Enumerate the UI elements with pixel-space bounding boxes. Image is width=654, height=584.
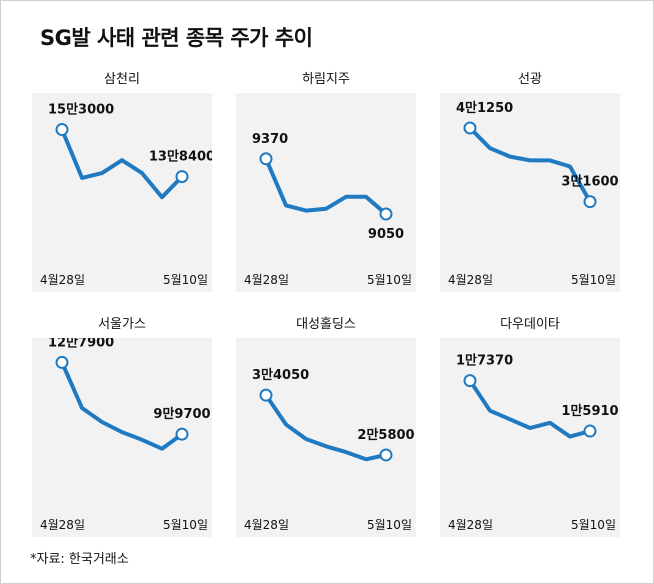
price-line bbox=[468, 378, 592, 439]
start-point bbox=[259, 152, 273, 166]
stock-panel: 9370 9050 4월28일 5월10일 하림지주 bbox=[236, 67, 416, 292]
start-value-label: 1만7370 bbox=[456, 353, 513, 369]
x-tick-label: 4월28일 bbox=[40, 273, 85, 287]
panel-title: 서울가스 bbox=[32, 312, 212, 338]
stock-panel: 15만3000 13만8400 4월28일 5월10일 삼천리 bbox=[32, 67, 212, 292]
x-tick-label: 5월10일 bbox=[367, 273, 412, 287]
panel-title: 다우데이타 bbox=[440, 312, 620, 338]
end-value-label: 13만8400 bbox=[149, 149, 212, 165]
x-tick-label: 4월28일 bbox=[448, 518, 493, 532]
line-chart: 1만7370 1만5910 4월28일 5월10일 bbox=[448, 353, 619, 532]
start-value-label: 3만4050 bbox=[252, 367, 309, 383]
page-title: SG발 사태 관련 종목 주가 추이 bbox=[40, 26, 313, 50]
line-chart: 3만4050 2만5800 4월28일 5월10일 bbox=[244, 367, 415, 532]
x-tick-label: 5월10일 bbox=[571, 273, 616, 287]
panel-title: 선광 bbox=[440, 67, 620, 93]
line-chart: 12만7900 9만9700 4월28일 5월10일 bbox=[40, 334, 211, 532]
end-point bbox=[175, 427, 189, 441]
end-point bbox=[379, 448, 393, 462]
end-point bbox=[175, 170, 189, 184]
line-chart: 9370 9050 4월28일 5월10일 bbox=[244, 132, 412, 287]
end-value-label: 9050 bbox=[368, 227, 404, 242]
price-line bbox=[264, 156, 388, 216]
end-value-label: 3만1600 bbox=[561, 174, 618, 190]
start-value-label: 9370 bbox=[252, 132, 288, 147]
end-value-label: 9만9700 bbox=[153, 406, 210, 422]
line-chart: 15만3000 13만8400 4월28일 5월10일 bbox=[40, 102, 212, 287]
start-point bbox=[259, 388, 273, 402]
panel-title: 하림지주 bbox=[236, 67, 416, 93]
start-point bbox=[55, 123, 69, 137]
start-point bbox=[55, 355, 69, 369]
stock-panel: 1만7370 1만5910 4월28일 5월10일 다우데이타 bbox=[440, 312, 620, 537]
x-tick-label: 4월28일 bbox=[448, 273, 493, 287]
price-line bbox=[60, 127, 184, 200]
panel-title: 삼천리 bbox=[32, 67, 212, 93]
x-tick-label: 4월28일 bbox=[40, 518, 85, 532]
price-line bbox=[468, 126, 592, 204]
x-tick-label: 5월10일 bbox=[163, 518, 208, 532]
start-point bbox=[463, 121, 477, 135]
stock-panel: 4만1250 3만1600 4월28일 5월10일 선광 bbox=[440, 67, 620, 292]
price-line bbox=[264, 393, 388, 462]
panel-title: 대성홀딩스 bbox=[236, 312, 416, 338]
start-value-label: 15만3000 bbox=[48, 102, 114, 118]
stock-panel: 3만4050 2만5800 4월28일 5월10일 대성홀딩스 bbox=[236, 312, 416, 537]
line-chart: 4만1250 3만1600 4월28일 5월10일 bbox=[448, 100, 619, 287]
end-point bbox=[379, 207, 393, 221]
stock-panel: 12만7900 9만9700 4월28일 5월10일 서울가스 bbox=[32, 312, 212, 537]
end-point bbox=[583, 195, 597, 209]
x-tick-label: 5월10일 bbox=[367, 518, 412, 532]
start-value-label: 12만7900 bbox=[48, 334, 114, 350]
x-tick-label: 5월10일 bbox=[571, 518, 616, 532]
start-value-label: 4만1250 bbox=[456, 100, 513, 116]
x-tick-label: 4월28일 bbox=[244, 273, 289, 287]
start-point bbox=[463, 374, 477, 388]
x-tick-label: 4월28일 bbox=[244, 518, 289, 532]
source-footnote: *자료: 한국거래소 bbox=[30, 552, 129, 567]
x-tick-label: 5월10일 bbox=[163, 273, 208, 287]
end-value-label: 1만5910 bbox=[561, 403, 618, 419]
price-line bbox=[60, 360, 184, 451]
end-point bbox=[583, 424, 597, 438]
end-value-label: 2만5800 bbox=[357, 427, 414, 443]
